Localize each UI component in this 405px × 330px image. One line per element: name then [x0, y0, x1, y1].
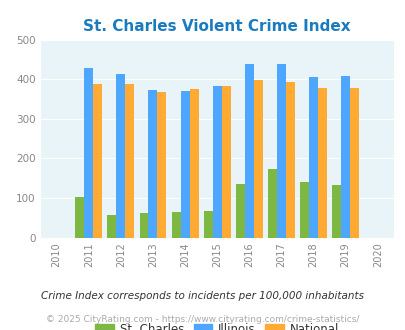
- Bar: [116, 74, 125, 238]
- Legend: St. Charles, Illinois, National: St. Charles, Illinois, National: [90, 319, 343, 330]
- Bar: [267, 170, 276, 238]
- Bar: [349, 87, 358, 238]
- Bar: [171, 212, 180, 238]
- Bar: [253, 81, 262, 238]
- Bar: [139, 213, 148, 238]
- Bar: [308, 77, 317, 238]
- Bar: [221, 86, 230, 238]
- Bar: [107, 215, 116, 238]
- Bar: [93, 84, 102, 238]
- Bar: [212, 86, 221, 238]
- Bar: [244, 64, 253, 238]
- Bar: [276, 64, 285, 238]
- Bar: [331, 185, 340, 238]
- Title: St. Charles Violent Crime Index: St. Charles Violent Crime Index: [83, 19, 350, 34]
- Text: © 2025 CityRating.com - https://www.cityrating.com/crime-statistics/: © 2025 CityRating.com - https://www.city…: [46, 315, 359, 324]
- Bar: [235, 184, 244, 238]
- Bar: [203, 211, 212, 238]
- Bar: [84, 68, 93, 238]
- Bar: [189, 89, 198, 238]
- Bar: [125, 84, 134, 238]
- Bar: [317, 87, 326, 238]
- Bar: [180, 91, 189, 238]
- Bar: [299, 182, 308, 238]
- Bar: [75, 197, 84, 238]
- Bar: [157, 92, 166, 238]
- Text: Crime Index corresponds to incidents per 100,000 inhabitants: Crime Index corresponds to incidents per…: [41, 291, 364, 301]
- Bar: [148, 90, 157, 238]
- Bar: [285, 82, 294, 238]
- Bar: [340, 77, 349, 238]
